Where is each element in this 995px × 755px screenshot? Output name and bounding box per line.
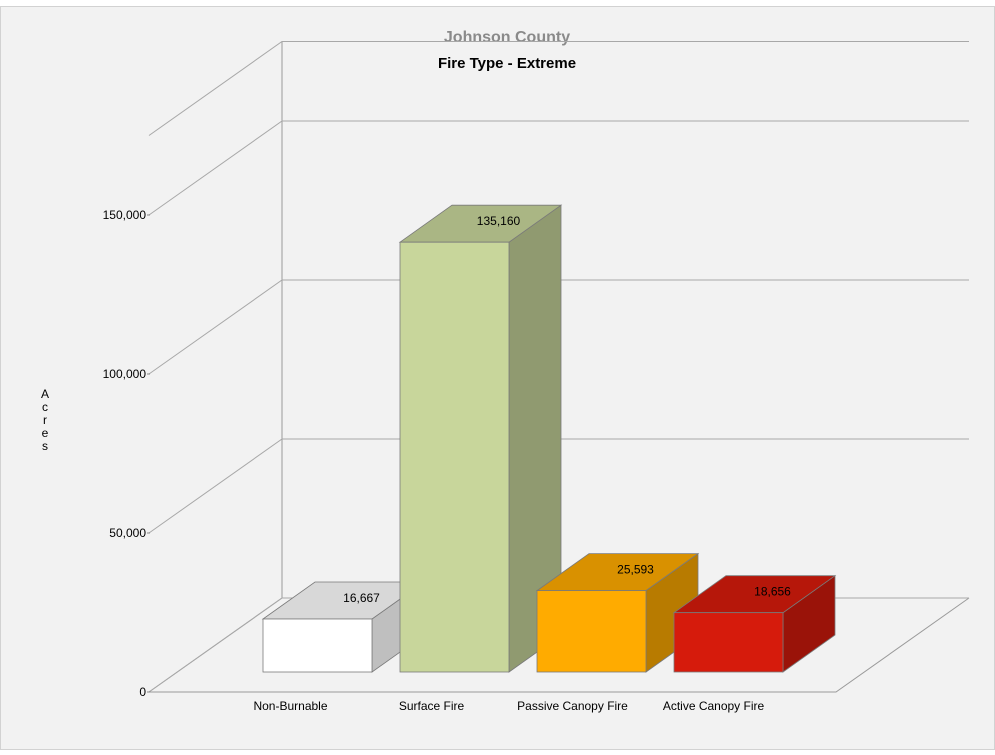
- x-tick-label: Surface Fire: [399, 699, 465, 713]
- y-label-letter: s: [42, 439, 48, 453]
- x-tick-label: Non-Burnable: [253, 699, 327, 713]
- chart-title: Johnson County: [444, 29, 570, 46]
- data-label: 25,593: [617, 563, 654, 577]
- bar: 135,160: [398, 204, 563, 673]
- y-tick-label: 100,000: [103, 367, 147, 381]
- x-axis: Non-Burnable Surface Fire Passive Canopy F…: [253, 699, 764, 713]
- y-label-letter: r: [43, 413, 47, 427]
- y-tick-label: 150,000: [103, 208, 147, 222]
- chart-subtitle: Fire Type - Extreme: [438, 55, 576, 72]
- y-tick-label: 50,000: [109, 526, 146, 540]
- data-label: 135,160: [477, 214, 521, 228]
- gridline: [148, 41, 969, 136]
- y-tick-label: 0: [139, 685, 146, 699]
- y-axis: 0 50,000 100,000 150,000: [103, 208, 150, 699]
- bars-group: 16,667 135,160 25,593 18,656: [261, 204, 837, 673]
- data-label: 18,656: [754, 585, 791, 599]
- bar-front: [262, 618, 373, 673]
- data-label: 16,667: [343, 591, 380, 605]
- plot-walls: [148, 41, 970, 693]
- gridline: [148, 120, 969, 216]
- bar-front: [673, 612, 784, 673]
- gridline: [148, 279, 969, 375]
- gridline: [148, 438, 969, 534]
- bar-front: [536, 590, 647, 673]
- x-tick-label: Passive Canopy Fire: [517, 699, 628, 713]
- y-label-letter: A: [41, 387, 49, 401]
- y-label-letter: c: [42, 400, 48, 414]
- bar-front: [399, 241, 510, 673]
- bar: 18,656: [672, 574, 837, 673]
- floor-outline: [149, 597, 970, 693]
- y-label-letter: e: [42, 426, 49, 440]
- x-tick-label: Active Canopy Fire: [663, 699, 765, 713]
